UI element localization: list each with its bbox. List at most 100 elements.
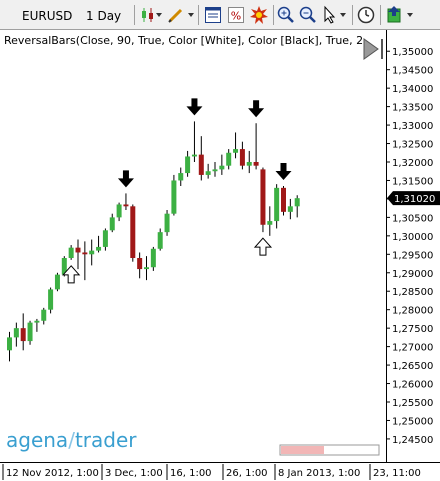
current-price-label: 1,31020 [394,194,435,205]
price-tick-label: 1,30500 [392,213,433,224]
drawing-pencil-icon[interactable] [166,5,186,25]
candle-body [68,247,74,258]
price-tick-label: 1,27500 [392,324,433,335]
logo-text-agena: agena [6,428,69,452]
indicator-label: ReversalBars(Close, 90, True, Color [Whi… [4,34,364,47]
candle-body [150,248,156,268]
zoom-in-icon[interactable] [276,5,296,25]
candle-body [61,258,67,275]
candle-body [226,152,232,166]
price-tick-label: 1,31500 [392,176,433,187]
toolbar-separator [134,5,135,25]
chart-canvas: 1,35000 1,34500 1,34000 1,33500 1,33000 1,325… [0,30,440,480]
price-tick-label: 1,32000 [392,158,433,169]
candle-body [130,206,136,258]
toolbar-separator [273,5,274,25]
price-tick-label: 1,26500 [392,361,433,372]
logo-text-trader: trader [74,428,137,452]
chevron-down-icon[interactable] [156,13,162,17]
time-tick-label: 23, 11:00 [373,468,421,479]
candle-body [164,213,170,233]
candle-body [287,206,293,212]
export-icon[interactable] [385,5,405,25]
candle-body [41,309,47,321]
candle-body [109,217,115,231]
symbol-selector[interactable]: EURUSD [22,9,73,23]
reversal-up-arrow [62,265,81,284]
price-tick-label: 1,28500 [392,287,433,298]
time-tick-label: 8 Jan 2013, 1:00 [278,468,360,479]
clock-icon[interactable] [356,5,376,25]
candle-body [116,204,122,218]
candle-body [260,169,266,225]
candle-body [191,154,197,157]
properties-window-icon[interactable] [203,5,223,25]
price-tick-label: 1,27000 [392,343,433,354]
price-tick-label: 1,26000 [392,380,433,391]
candle-body [48,289,54,310]
logo: agena/trader [6,428,136,452]
candle-body [233,149,239,153]
logo-slash: / [68,428,75,452]
zoom-out-icon[interactable] [298,5,318,25]
toolbar-separator [198,5,199,25]
scroll-thumb[interactable] [281,446,324,454]
price-tick-label: 1,34000 [392,84,433,95]
scroll-track[interactable] [279,444,380,456]
candle-body [75,247,81,253]
candle-body [34,320,40,323]
time-tick-label: 16, 1:00 [170,468,212,479]
candle-body [178,173,184,181]
toolbar-separator [380,5,381,25]
price-tick-label: 1,33500 [392,103,433,114]
candle-body [246,162,252,166]
price-chart[interactable]: 1,35000 1,34500 1,34000 1,33500 1,33000 1,325… [0,30,440,481]
reversal-down-arrow [117,170,134,188]
candle-body [157,232,163,249]
price-tick-label: 1,25000 [392,416,433,427]
price-tick-label: 1,30000 [392,232,433,243]
time-tick-label: 3 Dec, 1:00 [105,468,163,479]
reversal-down-arrow [275,163,292,180]
candle-body [27,322,33,342]
price-tick-label: 1,28000 [392,306,433,317]
chevron-down-icon[interactable] [340,13,346,17]
price-tick-label: 1,25500 [392,398,433,409]
candle-body [281,187,286,212]
candle-body [294,198,300,207]
price-tick-label: 1,24500 [392,435,433,446]
play-icon[interactable] [363,38,379,60]
current-price-marker [387,191,440,206]
candle-body [267,221,273,225]
price-tick-label: 1,34500 [392,66,433,77]
candle-body [89,250,95,255]
candle-body [96,246,102,251]
candle-body [185,156,191,174]
toolbar-separator [352,5,353,25]
price-tick-label: 1,29500 [392,250,433,261]
candle-body [198,154,204,175]
candle-body [253,162,259,166]
candle-body [82,252,88,255]
chevron-down-icon[interactable] [407,13,413,17]
candle-body [144,267,149,270]
candle-body [13,328,19,338]
candle-body [7,337,12,351]
candle-body [274,187,280,222]
candle-type-icon[interactable] [138,5,158,25]
price-tick-label: 1,35000 [392,47,433,58]
indicator-burst-icon[interactable] [249,5,269,25]
time-tick-label: 12 Nov 2012, 1:00 [6,468,99,479]
reversal-down-arrow [186,98,203,116]
candle-body [205,171,211,175]
reversal-down-arrow [248,100,265,118]
timeframe-selector[interactable]: 1 Day [86,9,122,23]
price-tick-label: 1,29000 [392,269,433,280]
chevron-down-icon[interactable] [188,13,194,17]
price-tick-label: 1,32500 [392,140,433,151]
cursor-arrow-icon[interactable] [320,5,340,25]
percent-icon[interactable]: % [226,5,246,25]
price-tick-label: 1,33000 [392,121,433,132]
candle-body [239,149,245,166]
